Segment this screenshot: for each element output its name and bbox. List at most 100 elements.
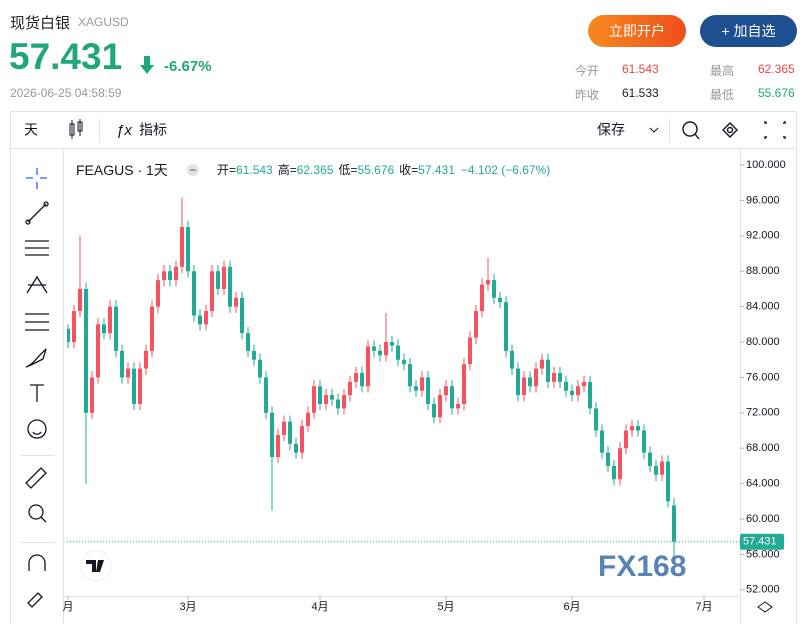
candle-body (450, 386, 454, 409)
legend-label: 高= (278, 162, 297, 177)
timestamp: 2026-06-25 04:58:59 (10, 86, 122, 100)
candle-body (456, 403, 460, 409)
candle-body (510, 350, 514, 369)
legend-value: 55.676 (357, 163, 394, 177)
candle-body (624, 430, 628, 449)
instrument-name: 现货白银 (10, 15, 71, 32)
candle-body (546, 359, 550, 382)
candle-body (174, 266, 178, 281)
plot-area: FX168 (67, 197, 686, 583)
drawing-tools[interactable] (25, 168, 49, 608)
y-tick-label: 72.000 (746, 407, 780, 419)
save-button[interactable]: 保存 (597, 122, 625, 138)
indicators-button[interactable]: 指标 (139, 122, 167, 138)
quote-label: 最高 (710, 64, 735, 78)
candle-body (162, 271, 166, 281)
candle-body (462, 364, 466, 404)
widget-frame (10, 111, 797, 624)
candle-body (222, 266, 226, 289)
x-tick-label: 4月 (311, 601, 328, 613)
x-tick-label: 6月 (563, 601, 580, 613)
quote-value: 55.676 (758, 86, 795, 100)
candle-body (264, 377, 268, 413)
interval-button[interactable]: 天 (24, 122, 38, 138)
candle-body (144, 350, 148, 369)
y-tick-label: 96.000 (746, 194, 780, 206)
x-tick-label: 3月 (179, 601, 196, 613)
candle-body (468, 337, 472, 365)
instrument-symbol: XAGUSD (78, 15, 129, 29)
candle-body (402, 359, 406, 365)
candle-body (156, 280, 160, 307)
candle-body (180, 226, 184, 267)
candle-body (288, 421, 292, 444)
candle-body (666, 461, 670, 502)
y-tick-label: 88.000 (746, 265, 780, 277)
candle-body (114, 306, 118, 351)
candle-body (498, 297, 502, 303)
legend-change: −4.102 (−6.67%) (461, 163, 550, 177)
price: 57.431 (9, 36, 123, 77)
candle-body (294, 443, 298, 453)
candle-body (78, 288, 82, 312)
candle-body (672, 505, 676, 542)
candle-body (600, 430, 604, 453)
candle-body (390, 342, 394, 346)
candle-body (438, 395, 442, 418)
candle-body (420, 377, 424, 391)
candle-body (552, 372, 556, 382)
candle-body (516, 368, 520, 396)
candle-body (96, 324, 100, 378)
symbol-label: FEAGUS · 1天 (76, 162, 168, 178)
last-price-box (740, 533, 784, 550)
chart-type-button[interactable] (69, 119, 83, 139)
toolbar-icons[interactable] (682, 121, 786, 140)
dropdown-icon[interactable] (649, 127, 659, 133)
change-pct: -6.67% (164, 58, 212, 75)
fx-icon: ƒx (116, 122, 132, 139)
candle-body (408, 364, 412, 387)
candle-body (138, 368, 142, 404)
candle-body (270, 412, 274, 458)
ohlc-legend: 开=61.543 高=62.365 低=55.676 收=57.431 −4.102 (… (217, 162, 550, 177)
candle-body (618, 448, 622, 480)
candle-body (132, 368, 136, 404)
candle-body (258, 359, 262, 378)
candle-body (186, 226, 190, 272)
y-tick-label: 68.000 (746, 442, 780, 454)
candle-body (588, 381, 592, 409)
candle-body (432, 403, 436, 418)
open-account-button[interactable]: 立即开户 (588, 15, 686, 47)
candle-body (204, 311, 208, 325)
candle-body (168, 271, 172, 281)
quote-value: 62.365 (758, 62, 795, 76)
quote-label: 最低 (710, 88, 735, 102)
candle-body (384, 342, 388, 356)
quote-value: 61.533 (622, 86, 659, 100)
candle-body (342, 395, 346, 409)
candle-body (348, 381, 352, 396)
candle-body (126, 368, 130, 378)
axis-settings[interactable] (757, 601, 773, 613)
quote-value: 61.543 (622, 62, 659, 76)
y-tick-label: 80.000 (746, 336, 780, 348)
x-tick-label: 5月 (437, 601, 454, 613)
candle-body (648, 452, 652, 466)
legend-value: 62.365 (297, 163, 334, 177)
candle-body (582, 381, 586, 387)
legend-label: 开= (217, 163, 236, 177)
add-watchlist-button[interactable]: + 加自选 (700, 15, 797, 47)
candle-body (150, 306, 154, 351)
candle-body (234, 297, 238, 307)
candle-body (576, 386, 580, 396)
candle-body (354, 372, 358, 382)
candle-body (660, 461, 664, 475)
candle-body (240, 297, 244, 334)
tradingview-logo (80, 550, 112, 582)
quote-label: 昨收 (575, 88, 600, 102)
candle-body (504, 302, 508, 351)
candle-body (654, 465, 658, 475)
candle-body (486, 280, 490, 285)
